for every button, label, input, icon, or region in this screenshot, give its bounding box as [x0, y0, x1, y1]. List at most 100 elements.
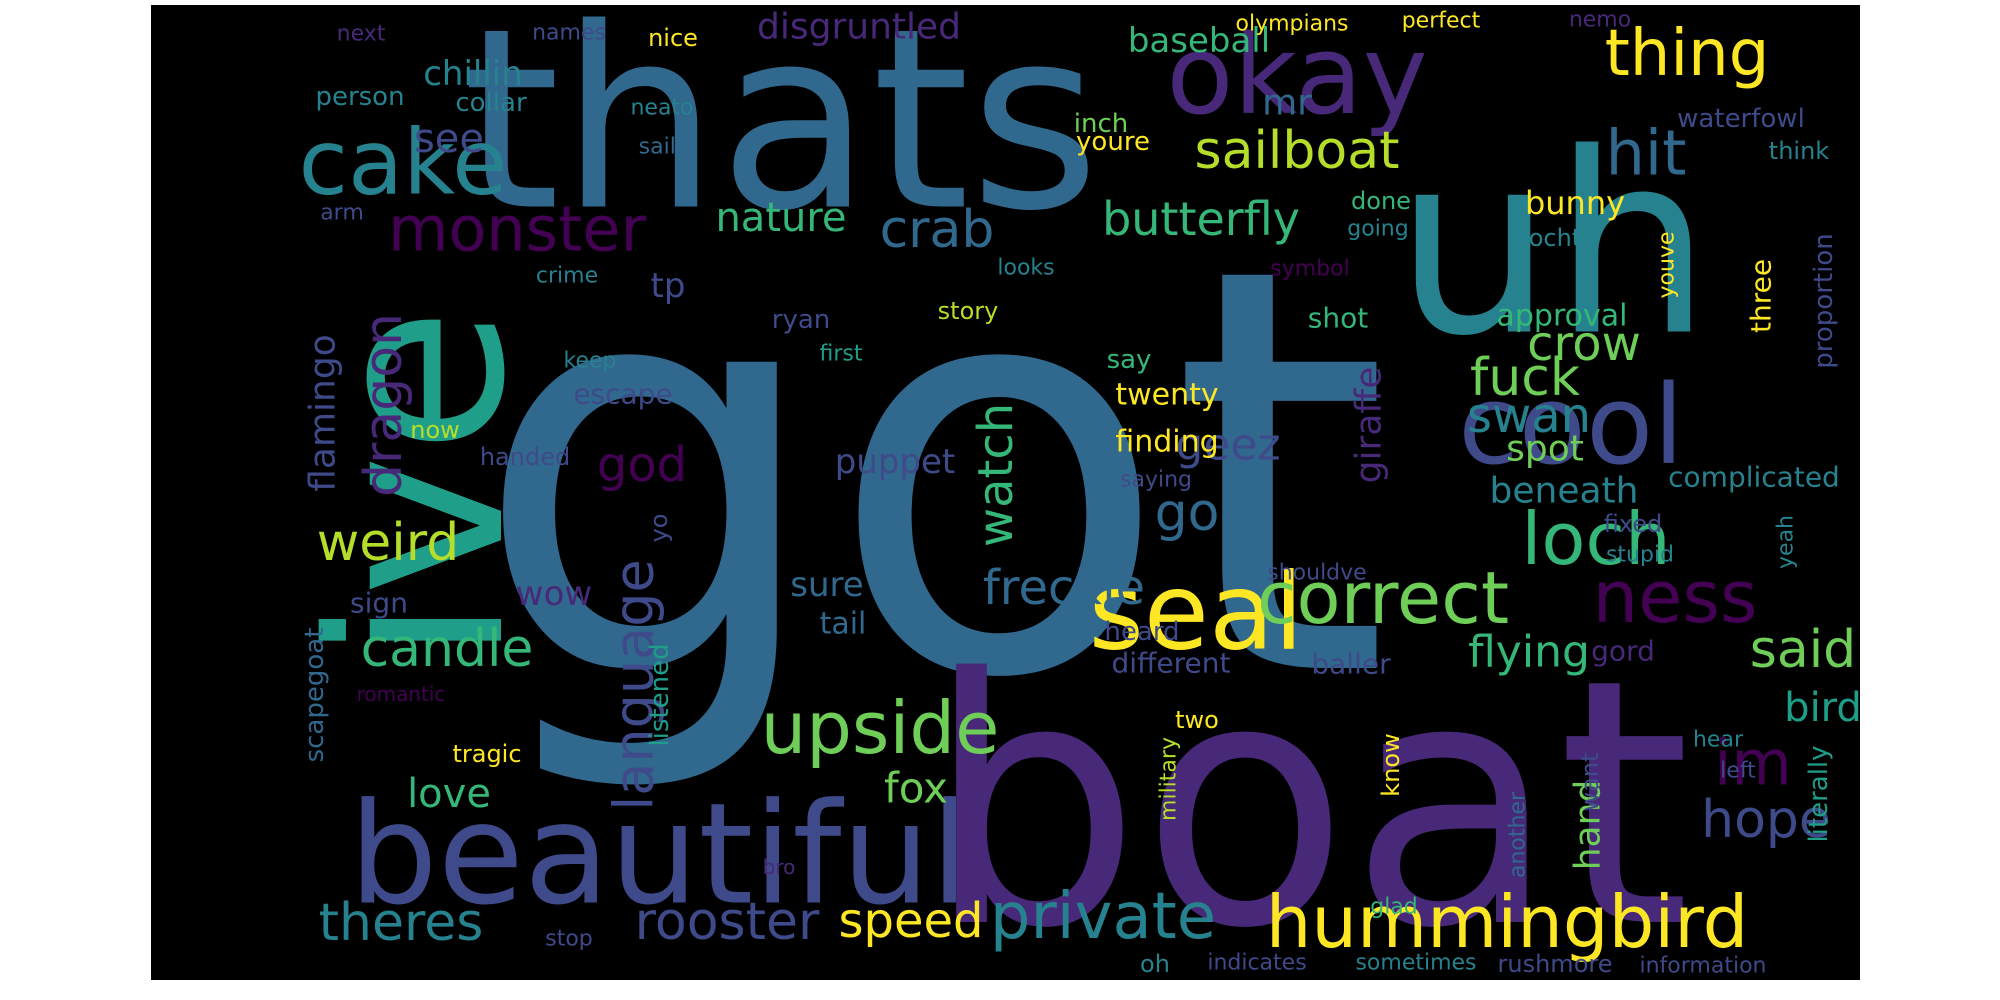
word-shouldve: shouldve	[1267, 561, 1366, 586]
word-thing: thing	[1605, 17, 1770, 91]
word-information: information	[1640, 954, 1767, 979]
word-flamingo: flamingo	[303, 334, 344, 492]
word-youve: youve	[1655, 232, 1680, 299]
word-fixed: fixed	[1604, 510, 1663, 538]
word-next: next	[337, 22, 386, 47]
word-love: love	[407, 771, 491, 817]
word-mr: mr	[1262, 83, 1312, 124]
word-cloud-panel: got boat thats uh ive beautiful okay cool seal ca…	[151, 5, 1860, 980]
word-literally: literally	[1804, 745, 1834, 842]
word-hope: hope	[1701, 790, 1831, 850]
word-geez: geez	[1175, 420, 1280, 471]
word-scapegoat: scapegoat	[300, 628, 330, 763]
word-swan: swan	[1467, 388, 1591, 444]
word-crow: crow	[1527, 316, 1641, 372]
word-wow: wow	[516, 574, 592, 614]
word-spot: spot	[1506, 429, 1584, 470]
word-see: see	[414, 116, 484, 162]
word-yo: yo	[645, 514, 673, 543]
word-say: say	[1107, 345, 1152, 375]
word-seal: seal	[1089, 551, 1304, 674]
word-flying: flying	[1468, 627, 1590, 678]
word-want: want	[1576, 753, 1604, 812]
word-stop: stop	[545, 927, 593, 952]
word-sure: sure	[790, 565, 863, 605]
word-weird: weird	[317, 513, 459, 573]
word-correct: correct	[1257, 556, 1509, 640]
word-military: military	[1157, 737, 1182, 821]
word-uh: uh	[1395, 100, 1712, 391]
word-nice: nice	[648, 24, 698, 52]
word-collar: collar	[455, 88, 527, 118]
word-perfect: perfect	[1402, 9, 1481, 34]
word-crime: crime	[536, 264, 598, 289]
word-approval: approval	[1497, 299, 1628, 334]
word-got: got	[472, 149, 1390, 801]
word-rooster: rooster	[635, 892, 820, 952]
word-theres: theres	[319, 893, 484, 953]
word-different: different	[1112, 647, 1231, 680]
word-loch: loch	[1521, 497, 1670, 581]
word-beneath: beneath	[1490, 471, 1639, 512]
word-sailboat: sailboat	[1195, 121, 1400, 181]
word-romantic: romantic	[357, 682, 446, 706]
word-done: done	[1351, 187, 1411, 215]
word-indicates: indicates	[1207, 951, 1306, 976]
word-inch: inch	[1074, 109, 1128, 139]
word-god: god	[597, 437, 687, 493]
word-nemo: nemo	[1569, 8, 1631, 33]
word-hear: hear	[1693, 728, 1744, 753]
word-twenty: twenty	[1115, 378, 1218, 413]
word-gord: gord	[1591, 635, 1655, 668]
word-thats: thats	[462, 5, 1100, 266]
word-tail: tail	[820, 607, 867, 642]
word-first: first	[820, 342, 863, 367]
word-heard: heard	[1104, 617, 1179, 647]
word-know: know	[1377, 733, 1405, 796]
word-neato: neato	[630, 96, 693, 121]
word-language: language	[603, 559, 666, 810]
word-person: person	[315, 82, 404, 112]
word-now: now	[410, 416, 460, 444]
word-hit: hit	[1606, 117, 1687, 190]
word-listened: listened	[645, 643, 675, 746]
word-going: going	[1347, 217, 1408, 242]
word-hand: hand	[1568, 780, 1609, 871]
word-giraffe: giraffe	[1349, 367, 1390, 484]
word-story: story	[938, 297, 999, 325]
word-disgruntled: disgruntled	[757, 7, 961, 48]
word-names: names	[532, 21, 606, 46]
word-oh: oh	[1140, 950, 1170, 978]
word-dragon: dragon	[354, 313, 414, 497]
word-ness: ness	[1593, 555, 1758, 639]
word-chillin: chillin	[423, 54, 523, 94]
word-escape: escape	[573, 378, 672, 411]
word-lochte: lochte	[1522, 224, 1596, 252]
word-nature: nature	[715, 195, 846, 241]
word-waterfowl: waterfowl	[1677, 104, 1805, 134]
word-baller: baller	[1311, 648, 1391, 681]
word-boat: boat	[925, 607, 1691, 980]
word-upside: upside	[761, 686, 1000, 770]
word-said: said	[1750, 620, 1856, 680]
word-speed: speed	[838, 893, 983, 949]
word-stupid: stupid	[1606, 543, 1674, 568]
word-two: two	[1175, 706, 1219, 734]
word-left: left	[1720, 759, 1756, 784]
word-tp: tp	[651, 266, 686, 306]
word-another: another	[1506, 791, 1531, 878]
word-bunny: bunny	[1525, 184, 1625, 222]
word-baseball: baseball	[1128, 21, 1270, 61]
word-glad: glad	[1370, 895, 1418, 920]
word-complicated: complicated	[1668, 461, 1840, 494]
word-saying: saying	[1120, 468, 1192, 493]
word-yeah: yeah	[1774, 515, 1799, 569]
word-symbol: symbol	[1270, 257, 1349, 282]
word-go: go	[1155, 483, 1220, 543]
word-fuck: fuck	[1470, 348, 1580, 408]
word-cool: cool	[1458, 361, 1684, 489]
word-sails: sails	[639, 135, 688, 160]
word-butterfly: butterfly	[1102, 192, 1300, 246]
